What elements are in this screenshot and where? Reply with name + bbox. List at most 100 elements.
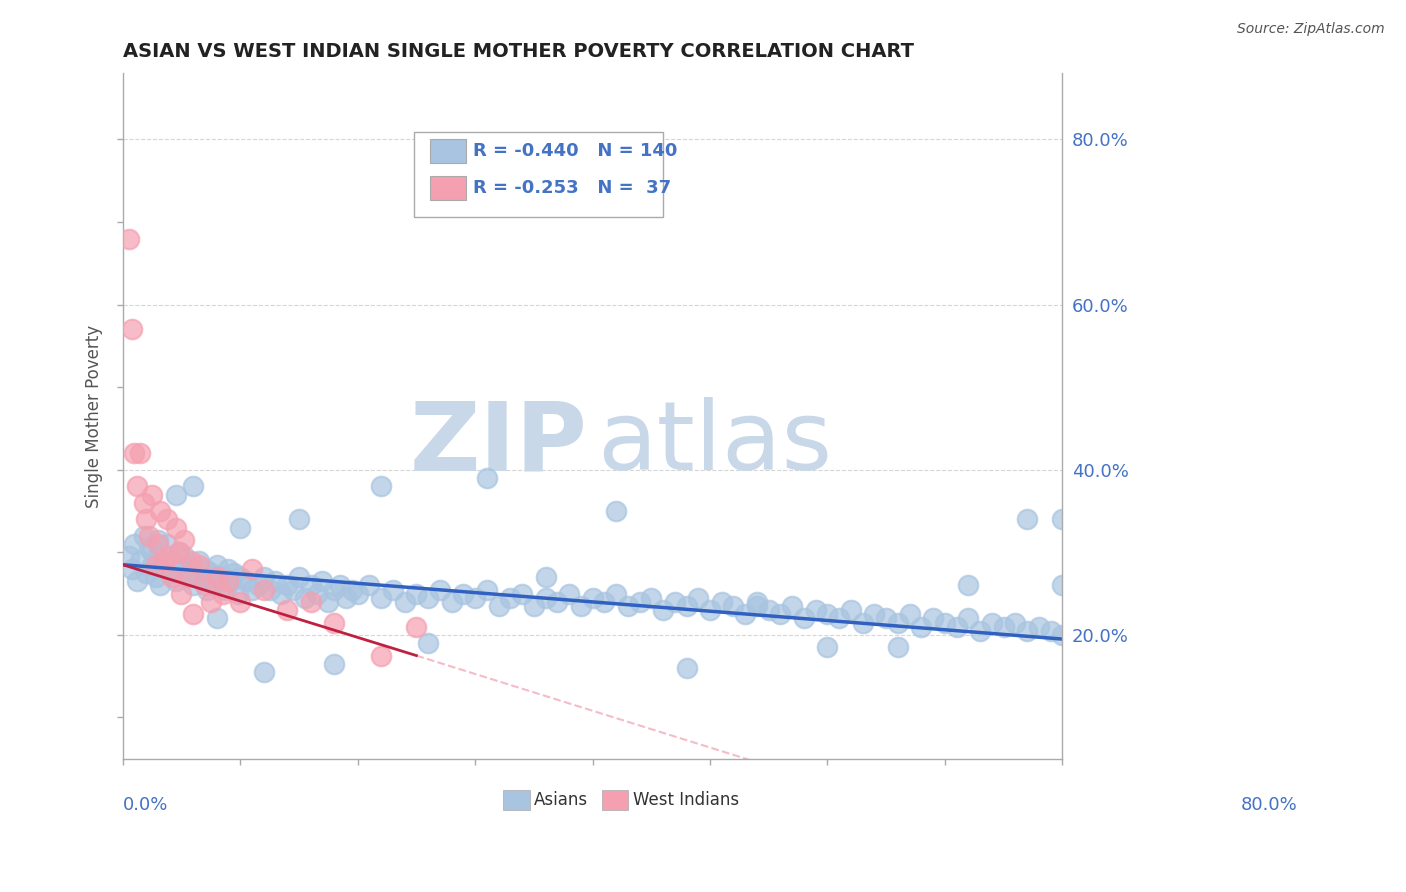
Point [340, 582, 363, 597]
Point [124, 537, 146, 551]
Text: ZIP: ZIP [411, 397, 588, 490]
Point [699, 603, 721, 617]
Point [153, 558, 176, 572]
Point [229, 520, 252, 534]
Point [817, 640, 839, 655]
Point [181, 578, 204, 592]
Point [780, 599, 803, 613]
Point [453, 587, 475, 601]
Point [534, 570, 557, 584]
Point [605, 587, 627, 601]
Point [117, 231, 139, 245]
Point [416, 636, 439, 650]
Point [167, 545, 190, 559]
Point [664, 595, 686, 609]
Point [176, 570, 198, 584]
Point [934, 615, 956, 630]
Point [153, 553, 176, 567]
Point [581, 591, 603, 605]
Point [839, 603, 862, 617]
Point [429, 582, 451, 597]
Point [305, 587, 328, 601]
Point [769, 607, 792, 622]
Point [219, 574, 242, 589]
Point [346, 587, 368, 601]
Point [1039, 624, 1062, 638]
Point [605, 504, 627, 518]
Point [817, 607, 839, 622]
Text: Asians: Asians [534, 791, 589, 809]
Point [569, 599, 592, 613]
Point [745, 595, 768, 609]
Point [141, 558, 163, 572]
Point [229, 570, 252, 584]
Point [1052, 628, 1074, 642]
Point [146, 537, 169, 551]
Point [359, 578, 381, 592]
Point [159, 566, 181, 580]
Point [887, 615, 910, 630]
Point [323, 615, 346, 630]
Point [173, 533, 195, 547]
Point [316, 595, 339, 609]
Point [194, 562, 217, 576]
Point [416, 591, 439, 605]
Point [184, 566, 207, 580]
Point [405, 587, 427, 601]
Point [253, 665, 276, 679]
Point [217, 562, 239, 576]
Point [149, 578, 172, 592]
Point [145, 558, 167, 572]
Point [188, 558, 211, 572]
Point [1017, 512, 1039, 526]
Point [217, 574, 239, 589]
Point [710, 595, 733, 609]
Point [675, 599, 697, 613]
Point [288, 512, 311, 526]
Point [165, 487, 187, 501]
Point [1052, 512, 1074, 526]
Text: 80.0%: 80.0% [1240, 797, 1298, 814]
Text: 0.0%: 0.0% [122, 797, 169, 814]
Point [688, 591, 710, 605]
Point [129, 553, 152, 567]
Point [523, 599, 546, 613]
Point [758, 603, 780, 617]
Point [132, 529, 155, 543]
Point [898, 607, 921, 622]
Point [945, 620, 967, 634]
Point [488, 599, 510, 613]
Point [675, 661, 697, 675]
Point [745, 599, 768, 613]
Point [922, 611, 945, 625]
Point [617, 599, 640, 613]
Point [117, 549, 139, 564]
Point [475, 471, 498, 485]
Point [165, 574, 187, 589]
Text: ASIAN VS WEST INDIAN SINGLE MOTHER POVERTY CORRELATION CHART: ASIAN VS WEST INDIAN SINGLE MOTHER POVER… [122, 42, 914, 61]
Point [1028, 620, 1050, 634]
Point [370, 591, 392, 605]
Point [235, 574, 257, 589]
Point [276, 603, 298, 617]
Point [804, 603, 827, 617]
Point [229, 595, 252, 609]
Point [969, 624, 991, 638]
Point [160, 553, 183, 567]
Point [499, 591, 522, 605]
FancyBboxPatch shape [413, 132, 664, 218]
Point [132, 496, 155, 510]
Point [211, 570, 233, 584]
Point [1017, 624, 1039, 638]
Point [205, 570, 228, 584]
Text: Source: ZipAtlas.com: Source: ZipAtlas.com [1237, 22, 1385, 37]
Point [121, 562, 143, 576]
Point [475, 582, 498, 597]
Point [270, 587, 292, 601]
Point [299, 578, 322, 592]
Point [129, 446, 152, 460]
Point [176, 570, 198, 584]
Point [170, 562, 193, 576]
Point [181, 607, 204, 622]
Point [887, 640, 910, 655]
